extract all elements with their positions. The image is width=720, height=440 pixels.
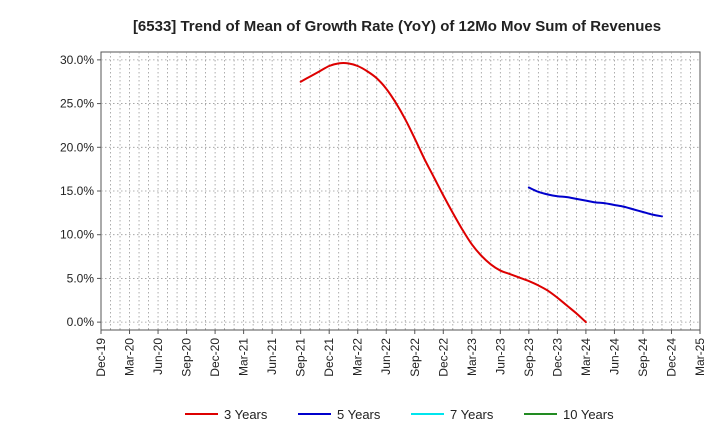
y-tick-label: 10.0%	[60, 228, 94, 242]
y-tick-label: 30.0%	[60, 53, 94, 67]
x-tick-label: Sep-22	[408, 338, 422, 377]
x-tick-label: Sep-21	[294, 338, 308, 377]
x-tick-label: Mar-21	[237, 338, 251, 376]
x-tick-label: Dec-23	[550, 338, 564, 377]
x-tick-label: Mar-20	[123, 338, 137, 376]
x-tick-label: Jun-24	[607, 338, 621, 375]
x-tick-label: Sep-24	[636, 338, 650, 377]
x-tick-label: Mar-25	[693, 338, 707, 376]
x-axis: Dec-19 Mar-20 Jun-20 Sep-20 Dec-20 Mar-21 Jun-…	[94, 330, 707, 377]
x-tick-label: Dec-24	[664, 338, 678, 377]
legend-label-3-years: 3 Years	[224, 407, 268, 422]
x-tick-label: Jun-22	[379, 338, 393, 375]
legend-label-10-years: 10 Years	[563, 407, 614, 422]
x-tick-label: Jun-21	[265, 338, 279, 375]
x-tick-label: Dec-19	[94, 338, 108, 377]
x-tick-label: Mar-22	[351, 338, 365, 376]
series-layer	[299, 62, 663, 324]
x-tick-label: Mar-24	[579, 338, 593, 376]
y-tick-label: 20.0%	[60, 140, 94, 154]
y-tick-label: 25.0%	[60, 97, 94, 111]
series-line-3-years	[299, 62, 587, 324]
series-line-5-years	[527, 186, 663, 218]
legend-label-5-years: 5 Years	[337, 407, 381, 422]
y-tick-label: 15.0%	[60, 184, 94, 198]
y-tick-label: 0.0%	[67, 315, 95, 329]
x-tick-label: Mar-23	[465, 338, 479, 376]
y-tick-label: 5.0%	[67, 271, 95, 285]
y-axis: 0.0% 5.0% 10.0% 15.0% 20.0% 25.0% 30.0%	[60, 53, 101, 329]
x-tick-label: Dec-22	[436, 338, 450, 377]
x-tick-label: Sep-20	[180, 338, 194, 377]
legend: 3 Years 5 Years 7 Years 10 Years	[185, 407, 614, 422]
x-tick-label: Jun-23	[493, 338, 507, 375]
x-tick-label: Jun-20	[151, 338, 165, 375]
x-tick-label: Dec-21	[322, 338, 336, 377]
x-tick-label: Dec-20	[208, 338, 222, 377]
legend-label-7-years: 7 Years	[450, 407, 494, 422]
plot-area	[100, 51, 701, 331]
x-tick-label: Sep-23	[522, 338, 536, 377]
chart-title: [6533] Trend of Mean of Growth Rate (YoY…	[133, 18, 661, 35]
